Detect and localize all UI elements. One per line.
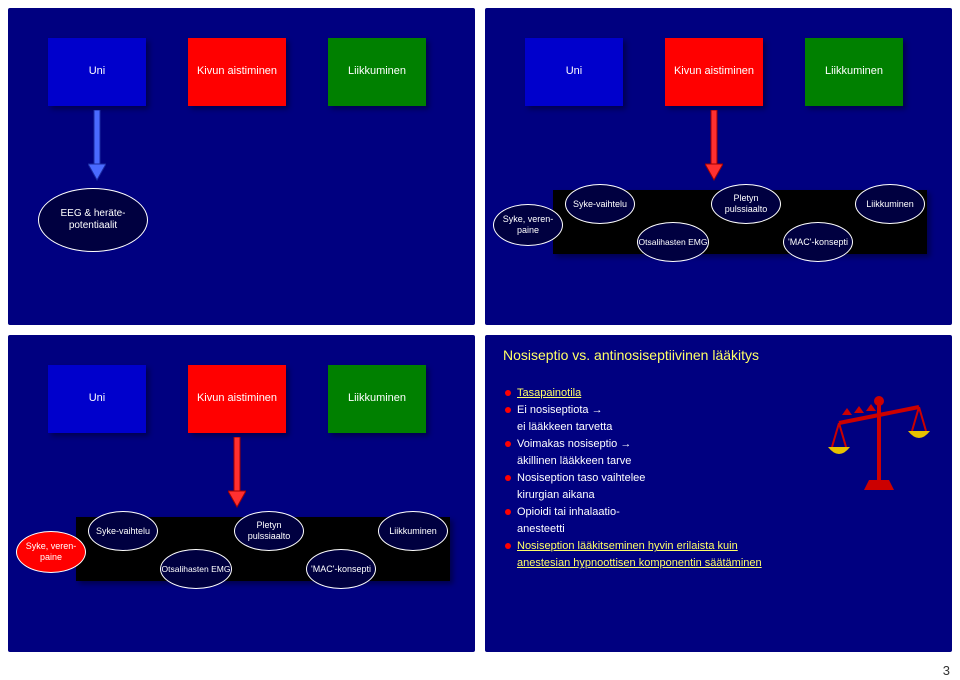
oval-otsa-2: Otsalihasten EMG	[637, 222, 709, 262]
oval-pletyn-2: Pletyn pulssiaalto	[711, 184, 781, 224]
oval-pletyn-3: Pletyn pulssiaalto	[234, 511, 304, 551]
slide-top-left: Uni Kivun aistiminen Liikkuminen EEG & h…	[8, 8, 475, 325]
bullet-3b: äkillinen lääkkeen tarve	[517, 453, 631, 470]
bullet-2b: ei lääkkeen tarvetta	[517, 419, 612, 436]
slide-top-right: Uni Kivun aistiminen Liikkuminen Syke, v…	[485, 8, 952, 325]
box-uni: Uni	[48, 38, 146, 106]
oval-liikk-2: Liikkuminen	[855, 184, 925, 224]
bullet-3a: Voimakas nosiseptio →	[517, 436, 631, 453]
box-liikk-3: Liikkuminen	[328, 365, 426, 433]
box-kivun-3: Kivun aistiminen	[188, 365, 286, 433]
page-number: 3	[943, 663, 950, 678]
scale-icon	[824, 385, 934, 495]
box-liikk: Liikkuminen	[328, 38, 426, 106]
bullet-2a: Ei nosiseptiota →	[517, 402, 603, 419]
bullet-4b: kirurgian aikana	[517, 487, 595, 504]
arrow-red	[705, 110, 723, 182]
box-uni-3: Uni	[48, 365, 146, 433]
box-kivun-2: Kivun aistiminen	[665, 38, 763, 106]
arrow-red-3	[228, 437, 246, 509]
box-uni-2: Uni	[525, 38, 623, 106]
oval-mac-3: 'MAC'-konsepti	[306, 549, 376, 589]
bullet-5b: anesteetti	[517, 521, 565, 538]
oval-eeg: EEG & heräte-potentiaalit	[38, 188, 148, 252]
bullet-6a: Nosiseption lääkitseminen hyvin erilaist…	[517, 538, 738, 555]
slide-title: Nosiseptio vs. antinosiseptiivinen lääki…	[503, 347, 759, 363]
arrow-blue	[88, 110, 106, 182]
slide-bottom-left: Uni Kivun aistiminen Liikkuminen Syke, v…	[8, 335, 475, 652]
oval-syke-bp-3: Syke, veren-paine	[16, 531, 86, 573]
bullet-4a: Nosiseption taso vaihtelee	[517, 470, 645, 487]
bullet-1: Tasapainotila	[517, 385, 581, 402]
bullet-list: Tasapainotila Ei nosiseptiota → ei lääkk…	[505, 385, 825, 573]
oval-syke-bp-2: Syke, veren-paine	[493, 204, 563, 246]
oval-liikk-3: Liikkuminen	[378, 511, 448, 551]
slide-bottom-right: Nosiseptio vs. antinosiseptiivinen lääki…	[485, 335, 952, 652]
bullet-6b: anestesian hypnoottisen komponentin säät…	[517, 555, 762, 572]
bullet-5a: Opioidi tai inhalaatio-	[517, 504, 620, 521]
box-liikk-2: Liikkuminen	[805, 38, 903, 106]
oval-sykevaihtelu-2: Syke-vaihtelu	[565, 184, 635, 224]
oval-otsa-3: Otsalihasten EMG	[160, 549, 232, 589]
box-kivun: Kivun aistiminen	[188, 38, 286, 106]
oval-sykevaihtelu-3: Syke-vaihtelu	[88, 511, 158, 551]
oval-mac-2: 'MAC'-konsepti	[783, 222, 853, 262]
